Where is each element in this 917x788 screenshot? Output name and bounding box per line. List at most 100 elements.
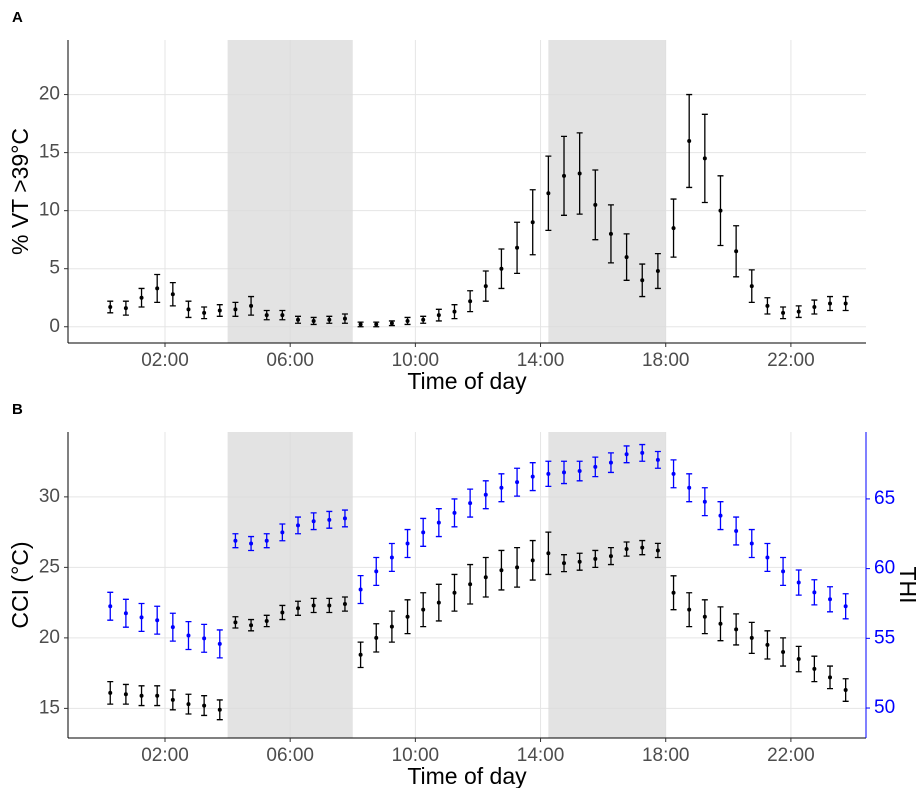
point [515,480,520,485]
point [483,575,488,580]
point [217,707,222,712]
point [123,611,128,616]
point [342,316,347,321]
point [358,587,363,592]
point [655,457,660,462]
point [217,308,222,313]
point [389,321,394,326]
point [546,191,551,196]
x-axis-title: Time of day [407,763,527,788]
point [405,541,410,546]
point [342,602,347,607]
x-tick-label: 02:00 [141,745,189,766]
point [718,513,723,518]
point [296,317,301,322]
point [202,310,207,315]
point [452,590,457,595]
point [170,625,175,630]
y2-tick-label: 55 [874,627,895,648]
point [108,305,113,310]
point [640,545,645,550]
x-axis-title: Time of day [407,368,527,394]
x-tick-label: 06:00 [266,350,314,371]
y-tick-label: 10 [39,200,60,221]
point [436,313,441,318]
point [358,322,363,327]
y-tick-label: 15 [39,697,60,718]
x-tick-label: 22:00 [767,745,815,766]
point [765,303,770,308]
point [186,633,191,638]
point [468,299,473,304]
point [562,561,567,566]
point [734,249,739,254]
point [155,693,160,698]
point [749,635,754,640]
point [499,568,504,573]
point [546,551,551,556]
point [249,303,254,308]
point [280,313,285,318]
point [311,603,316,608]
point [280,530,285,535]
point [389,555,394,560]
point [311,519,316,524]
point [515,565,520,570]
point [452,510,457,515]
point [296,523,301,528]
point [796,309,801,314]
x-tick-label: 14:00 [517,745,565,766]
point [202,636,207,641]
point [718,208,723,213]
point [139,693,144,698]
point [421,317,426,322]
point [436,520,441,525]
point [483,284,488,289]
point [718,621,723,626]
point [530,474,535,479]
point [671,471,676,476]
point [812,305,817,310]
point [233,620,238,625]
point [264,538,269,543]
point [280,610,285,615]
point [123,306,128,311]
point [452,309,457,314]
point [155,618,160,623]
point [687,485,692,490]
y-axis-title: CCI (°C) [7,541,33,628]
point [421,530,426,535]
y-tick-label: 5 [49,258,60,279]
point [843,688,848,693]
point [108,690,113,695]
point [515,245,520,250]
point [577,559,582,564]
point [640,278,645,283]
y-tick-label: 15 [39,142,60,163]
point [374,635,379,640]
x-tick-label: 22:00 [767,350,815,371]
point [734,528,739,533]
point [843,604,848,609]
point [421,607,426,612]
point [233,538,238,543]
point [374,569,379,574]
shaded-period [227,432,353,738]
y-tick-label: 25 [39,556,60,577]
point [358,652,363,657]
point [812,590,817,595]
point [389,624,394,629]
point [671,226,676,231]
x-tick-label: 06:00 [266,745,314,766]
point [123,692,128,697]
point [593,556,598,561]
point [186,702,191,707]
x-tick-label: 10:00 [392,745,440,766]
point [734,627,739,632]
point [170,292,175,297]
point [655,269,660,274]
point [781,310,786,315]
point [593,464,598,469]
point [139,615,144,620]
point [405,614,410,619]
